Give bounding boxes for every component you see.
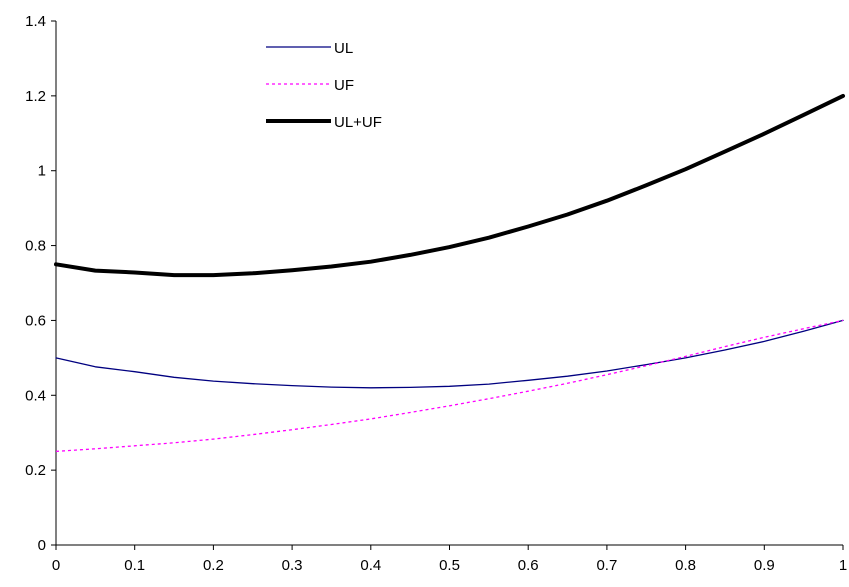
x-tick-label: 0.4 <box>360 557 381 574</box>
axes: 0 0.2 0.4 0.6 0.8 1 1.2 1.4 0 0.1 0.2 0.3 0.4 0.5 0.6 0… <box>25 13 847 574</box>
x-tick-label: 0.7 <box>596 557 617 574</box>
y-tick-label: 0.8 <box>25 238 46 255</box>
x-tick-label: 0.2 <box>203 557 224 574</box>
series-layer <box>54 93 845 453</box>
y-tick-label: 1.2 <box>25 88 46 105</box>
legend-label: UL <box>334 40 353 57</box>
x-tick-label: 0.8 <box>675 557 696 574</box>
legend-label: UF <box>334 77 354 94</box>
series-line-uf <box>55 319 844 453</box>
x-tick-label: 0.1 <box>124 557 145 574</box>
series-line-ul <box>55 319 844 389</box>
y-tick-label: 0 <box>38 537 46 554</box>
y-tick-label: 1.4 <box>25 13 46 30</box>
y-tick-label: 0.4 <box>25 387 46 404</box>
x-tick-label: 0.3 <box>282 557 303 574</box>
x-tick-label: 0 <box>52 557 60 574</box>
x-tick-label: 0.9 <box>754 557 775 574</box>
x-tick-label: 0.6 <box>518 557 539 574</box>
x-tick-label: 0.5 <box>439 557 460 574</box>
x-tick-label: 1 <box>839 557 847 574</box>
legend: UL UF UL+UF <box>266 40 382 131</box>
y-tick-label: 0.2 <box>25 462 46 479</box>
y-tick-label: 1 <box>38 163 46 180</box>
legend-label: UL+UF <box>334 114 382 131</box>
y-tick-label: 0.6 <box>25 312 46 329</box>
series-line-ul-uf <box>54 93 845 278</box>
